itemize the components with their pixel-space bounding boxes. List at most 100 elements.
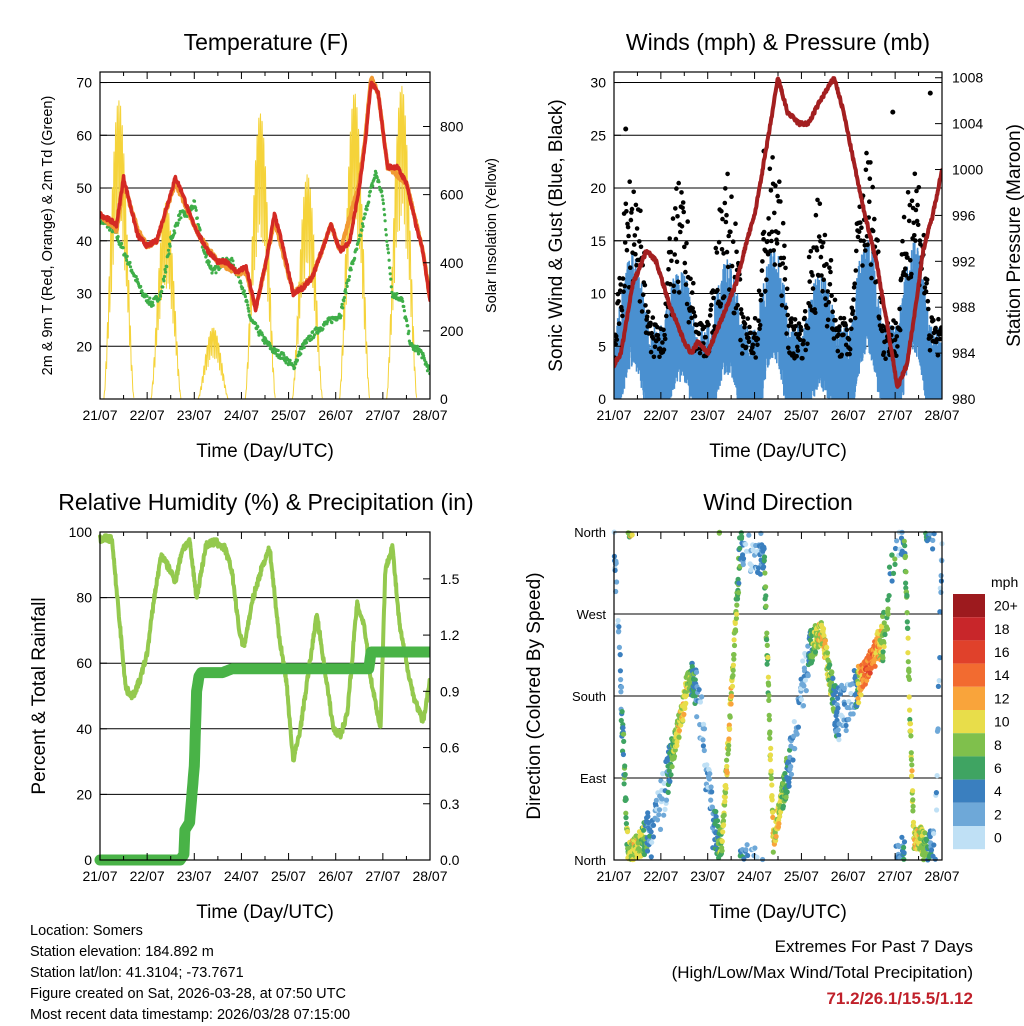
gust-point: [827, 265, 832, 271]
gust-series: [614, 90, 942, 362]
direction-point: [881, 644, 887, 650]
station-info: Location: Somers Station elevation: 184.…: [30, 921, 350, 1026]
dewpoint-point: [367, 200, 371, 204]
plot-area: [94, 533, 430, 866]
gust-point: [820, 240, 826, 245]
latlon-text: Station lat/lon: 41.3104; -73.7671: [30, 965, 244, 981]
direction-point: [722, 790, 729, 796]
gust-point: [903, 266, 908, 272]
y2-tick-label: 1000: [952, 162, 983, 178]
gust-point: [863, 248, 868, 253]
gust-point: [872, 216, 877, 222]
dewpoint-point: [387, 258, 391, 262]
x-tick-label: 22/07: [130, 407, 165, 423]
gust-point: [852, 281, 857, 287]
colorbar-swatch: [953, 617, 985, 641]
gust-point: [638, 208, 643, 214]
y2-tick-label: 988: [952, 299, 976, 315]
gust-point: [614, 333, 619, 339]
dewpoint-point: [422, 354, 426, 358]
y-tick-label: East: [580, 771, 606, 786]
direction-point: [764, 630, 770, 636]
direction-point: [714, 818, 721, 824]
gust-point: [867, 199, 872, 204]
gust-point: [697, 350, 703, 356]
dewpoint-point: [312, 333, 316, 337]
dewpoint-point: [330, 321, 334, 325]
direction-point: [722, 798, 728, 805]
direction-point: [892, 545, 899, 552]
gust-point: [814, 247, 820, 253]
direction-point: [692, 693, 698, 699]
x-tick-label: 21/07: [596, 407, 631, 423]
dewpoint-point: [204, 253, 208, 257]
dewpoint-point: [375, 175, 379, 180]
gust-point: [711, 295, 716, 301]
direction-point: [905, 650, 911, 656]
direction-point: [706, 776, 713, 782]
direction-point: [761, 554, 768, 560]
gust-point: [813, 212, 819, 218]
direction-point: [910, 788, 916, 794]
gust-point: [730, 239, 736, 244]
gust-point: [914, 218, 920, 224]
y-tick-label: 60: [76, 655, 92, 671]
direction-point: [699, 694, 705, 700]
direction-point: [927, 834, 933, 840]
gust-point: [691, 309, 697, 315]
direction-point: [735, 590, 742, 596]
gust-point: [924, 277, 930, 283]
direction-point: [881, 620, 887, 626]
gust-point: [905, 190, 911, 195]
gust-point: [661, 347, 667, 353]
gust-point: [771, 248, 776, 253]
gust-point: [849, 326, 854, 332]
gust-point: [739, 351, 745, 356]
direction-point: [767, 752, 774, 758]
gust-point: [779, 303, 785, 308]
gust-point: [639, 309, 645, 314]
elevation-text: Station elevation: 184.892 m: [30, 944, 214, 960]
gust-point: [759, 292, 764, 298]
direction-point: [908, 750, 914, 756]
direction-point: [766, 697, 772, 704]
y2-tick-label: 800: [440, 119, 464, 135]
dewpoint-point: [389, 285, 393, 289]
direction-point: [617, 668, 624, 674]
dewpoint-point: [384, 233, 388, 237]
gust-point: [769, 229, 775, 235]
dewpoint-point: [386, 251, 391, 255]
dewpoint-point: [239, 281, 243, 285]
x-tick-label: 28/07: [924, 868, 959, 884]
direction-point: [645, 813, 651, 820]
direction-point: [773, 833, 779, 840]
y2-tick-label: 992: [952, 253, 976, 269]
dewpoint-point: [299, 352, 303, 356]
gust-point: [912, 233, 917, 238]
direction-point: [801, 683, 807, 689]
direction-point: [731, 652, 737, 658]
dewpoint-point: [383, 219, 387, 223]
gust-point: [723, 186, 728, 191]
gust-point: [780, 261, 785, 266]
direction-point: [777, 813, 783, 820]
direction-point: [885, 606, 891, 612]
y-axis-label: Sonic Wind & Gust (Blue, Black): [546, 99, 567, 371]
gust-point: [936, 316, 941, 322]
direction-point: [616, 644, 623, 651]
gust-point: [769, 238, 774, 244]
direction-point: [770, 849, 776, 855]
gust-point: [775, 230, 781, 236]
dewpoint-point: [415, 347, 419, 351]
dewpoint-point: [207, 260, 211, 264]
x-tick-label: 24/07: [224, 868, 259, 884]
direction-point: [615, 617, 621, 624]
gust-point: [823, 296, 828, 301]
direction-point: [849, 681, 856, 687]
y2-tick-label: 0.6: [440, 740, 460, 756]
direction-point: [728, 701, 734, 707]
x-tick-label: 24/07: [224, 407, 259, 423]
x-tick-label: 23/07: [690, 868, 725, 884]
y-tick-label: 10: [590, 286, 606, 302]
dewpoint-point: [192, 199, 197, 203]
